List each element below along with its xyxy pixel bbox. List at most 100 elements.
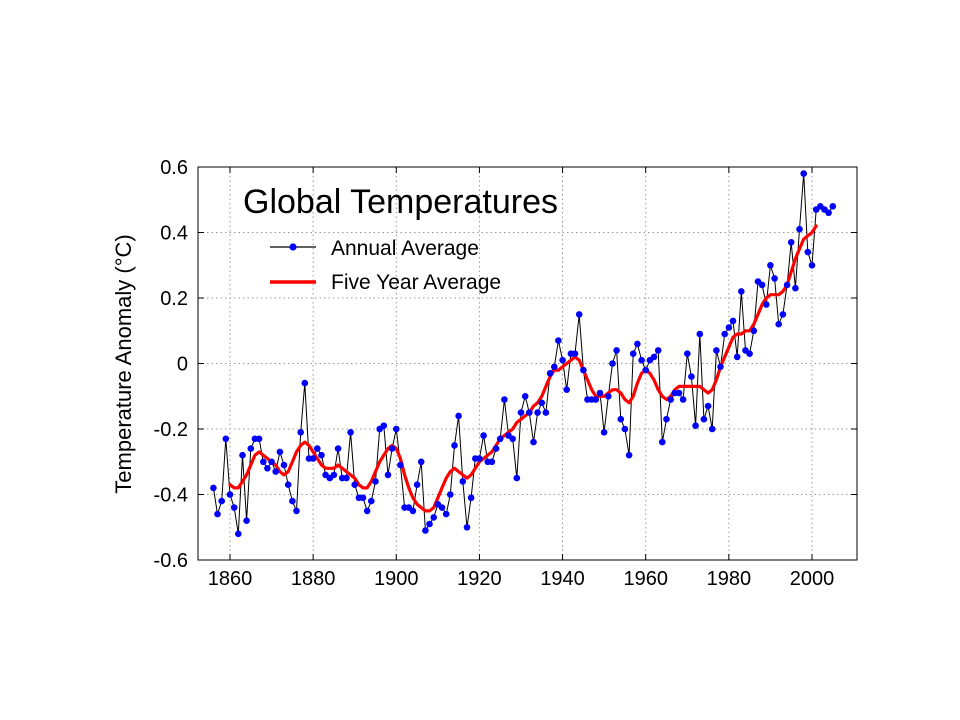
y-tick-label: 0	[177, 354, 188, 376]
series-layer	[210, 170, 837, 538]
y-axis-title: Temperature Anomaly (°C)	[111, 234, 136, 493]
annual-average-point	[226, 491, 234, 498]
annual-average-point	[679, 396, 687, 403]
x-tick-label: 1980	[707, 568, 752, 590]
annual-average-point	[501, 396, 508, 403]
annual-average-point	[459, 478, 467, 485]
x-tick-label: 1880	[291, 568, 336, 590]
annual-average-point	[521, 393, 529, 400]
annual-average-point	[779, 311, 787, 318]
axis-ticks: 1860 1880 1900 1920 1940 1960 1980 2000 -0.6 -0.4…	[154, 157, 857, 590]
annual-average-point	[417, 458, 425, 466]
annual-average-point	[625, 451, 633, 459]
annual-average-point	[713, 347, 720, 354]
annual-average-point	[397, 461, 404, 469]
annual-average-point	[634, 340, 641, 348]
annual-average-point	[268, 458, 275, 466]
annual-average-point	[318, 451, 325, 459]
annual-average-point	[733, 353, 741, 361]
annual-average-point	[642, 366, 649, 374]
annual-average-point	[675, 389, 683, 397]
annual-average-point	[451, 442, 458, 449]
y-tick-label: -0.2	[154, 419, 188, 441]
annual-average-point	[372, 478, 379, 485]
annual-average-point	[746, 350, 753, 358]
annual-average-point	[783, 281, 791, 289]
annual-average-point	[413, 481, 421, 489]
annual-average-point	[467, 494, 475, 502]
annual-average-point	[260, 458, 267, 466]
annual-average-point	[368, 497, 375, 505]
annual-average-point	[359, 494, 367, 502]
five-year-average-line	[228, 224, 818, 513]
annual-average-point	[534, 409, 541, 416]
annual-average-point	[600, 429, 608, 436]
annual-average-point	[792, 284, 799, 292]
legend-annual-marker-icon	[289, 243, 297, 251]
annual-average-point	[721, 330, 728, 338]
annual-average-point	[775, 320, 782, 328]
annual-average-point	[526, 409, 533, 416]
legend: Annual Average Five Year Average	[270, 237, 501, 294]
annual-average-point	[388, 445, 396, 452]
x-tick-label: 1900	[374, 568, 419, 590]
annual-average-point	[442, 510, 450, 518]
annual-average-point	[596, 389, 604, 397]
annual-average-point	[309, 455, 317, 462]
annual-average-point	[509, 435, 516, 443]
annual-average-point	[496, 435, 504, 443]
annual-average-point	[692, 422, 699, 430]
annual-average-line	[212, 173, 834, 534]
x-tick-label: 1860	[208, 568, 253, 590]
x-tick-label: 1960	[623, 568, 668, 590]
annual-average-point	[621, 425, 629, 433]
annual-average-point	[763, 301, 770, 308]
annual-average-point	[430, 514, 438, 521]
annual-average-point	[804, 248, 812, 256]
annual-average-point	[696, 330, 704, 338]
annual-average-point	[488, 458, 496, 466]
y-tick-label: 0.6	[160, 157, 188, 179]
annual-average-point	[542, 409, 550, 416]
annual-average-point	[758, 281, 766, 289]
annual-average-point	[787, 239, 795, 246]
annual-average-point	[347, 429, 354, 436]
annual-average-point	[538, 399, 546, 407]
x-tick-label: 1920	[457, 568, 502, 590]
annual-average-point	[330, 471, 338, 479]
annual-average-point	[617, 415, 625, 423]
annual-average-point	[650, 353, 658, 361]
annual-average-point	[729, 317, 737, 325]
annual-average-point	[725, 324, 733, 331]
annual-average-point	[771, 275, 778, 282]
annual-average-point	[272, 468, 280, 475]
y-tick-label: 0.2	[160, 288, 188, 310]
annual-average-point	[363, 507, 371, 515]
annual-average-point	[613, 347, 620, 354]
annual-average-point	[551, 363, 558, 371]
annual-average-point	[218, 497, 225, 505]
annual-average-point	[455, 412, 462, 420]
annual-average-point	[351, 481, 359, 489]
annual-average-point	[284, 481, 292, 489]
annual-average-point	[422, 527, 429, 534]
annual-average-point	[580, 366, 587, 374]
annual-average-point	[301, 379, 309, 387]
annual-average-point	[426, 520, 433, 528]
annual-average-point	[654, 347, 662, 354]
annual-average-point	[255, 435, 263, 443]
annual-average-point	[380, 422, 388, 430]
annual-average-point	[563, 386, 570, 394]
annual-average-point	[343, 474, 350, 482]
annual-average-point	[235, 530, 242, 538]
annual-average-point	[476, 455, 483, 462]
annual-average-point	[297, 429, 305, 436]
annual-average-point	[767, 262, 774, 269]
annual-average-point	[513, 474, 521, 482]
annual-average-point	[688, 373, 695, 380]
annual-average-point	[684, 350, 691, 358]
annual-average-point	[438, 504, 446, 511]
annual-average-point	[210, 484, 217, 492]
annual-average-point	[605, 393, 612, 400]
